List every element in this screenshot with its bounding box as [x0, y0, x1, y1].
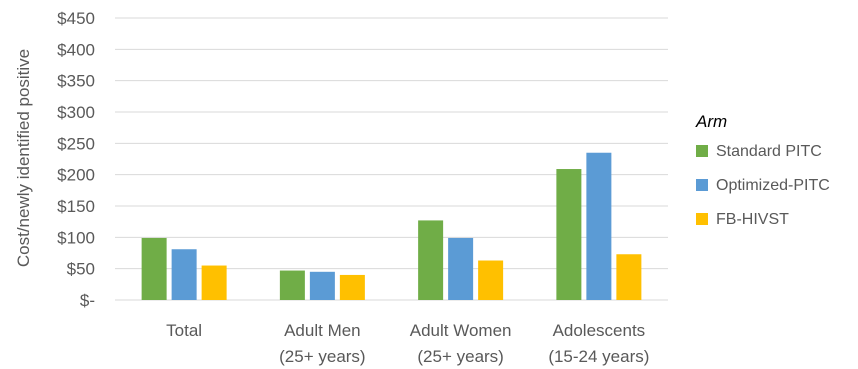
y-tick-label: $250	[57, 134, 95, 153]
y-tick-label: $50	[67, 260, 95, 279]
bar	[556, 169, 581, 300]
y-tick-label: $-	[80, 291, 95, 310]
bar	[448, 238, 473, 300]
x-tick-label: (15-24 years)	[548, 347, 649, 366]
y-tick-label: $100	[57, 228, 95, 247]
y-tick-label: $150	[57, 197, 95, 216]
bar	[142, 238, 167, 300]
bar	[340, 275, 365, 300]
legend-swatch	[696, 145, 708, 157]
x-tick-label: Total	[166, 321, 202, 340]
bar	[478, 261, 503, 300]
y-tick-label: $450	[57, 9, 95, 28]
x-tick-label: Adult Men	[284, 321, 361, 340]
y-tick-label: $200	[57, 166, 95, 185]
legend-swatch	[696, 179, 708, 191]
y-axis-ticks: $- $50 $100 $150 $200 $250 $300 $350 $400 $450	[57, 9, 95, 310]
x-axis-categories: Total Adult Men (25+ years) Adult Women (25+…	[166, 321, 649, 366]
legend-label: Optimized-PITC	[716, 177, 830, 194]
bar	[310, 272, 335, 300]
x-tick-label: Adult Women	[410, 321, 512, 340]
y-tick-label: $400	[57, 40, 95, 59]
legend: Arm Standard PITC Optimized-PITC FB-HIVST	[695, 112, 830, 228]
legend-label: Standard PITC	[716, 143, 822, 160]
legend-title: Arm	[695, 112, 727, 131]
bar	[172, 249, 197, 300]
x-tick-label: (25+ years)	[417, 347, 503, 366]
legend-label: FB-HIVST	[716, 211, 789, 228]
x-tick-label: (25+ years)	[279, 347, 365, 366]
y-tick-label: $300	[57, 103, 95, 122]
bar	[418, 220, 443, 300]
y-tick-label: $350	[57, 72, 95, 91]
bar	[202, 266, 227, 300]
y-axis-label: Cost/newly identified positive	[14, 49, 33, 267]
x-tick-label: Adolescents	[553, 321, 646, 340]
legend-swatch	[696, 213, 708, 225]
bar	[586, 153, 611, 300]
bar	[280, 271, 305, 300]
bar	[616, 254, 641, 300]
gridlines	[115, 18, 668, 300]
